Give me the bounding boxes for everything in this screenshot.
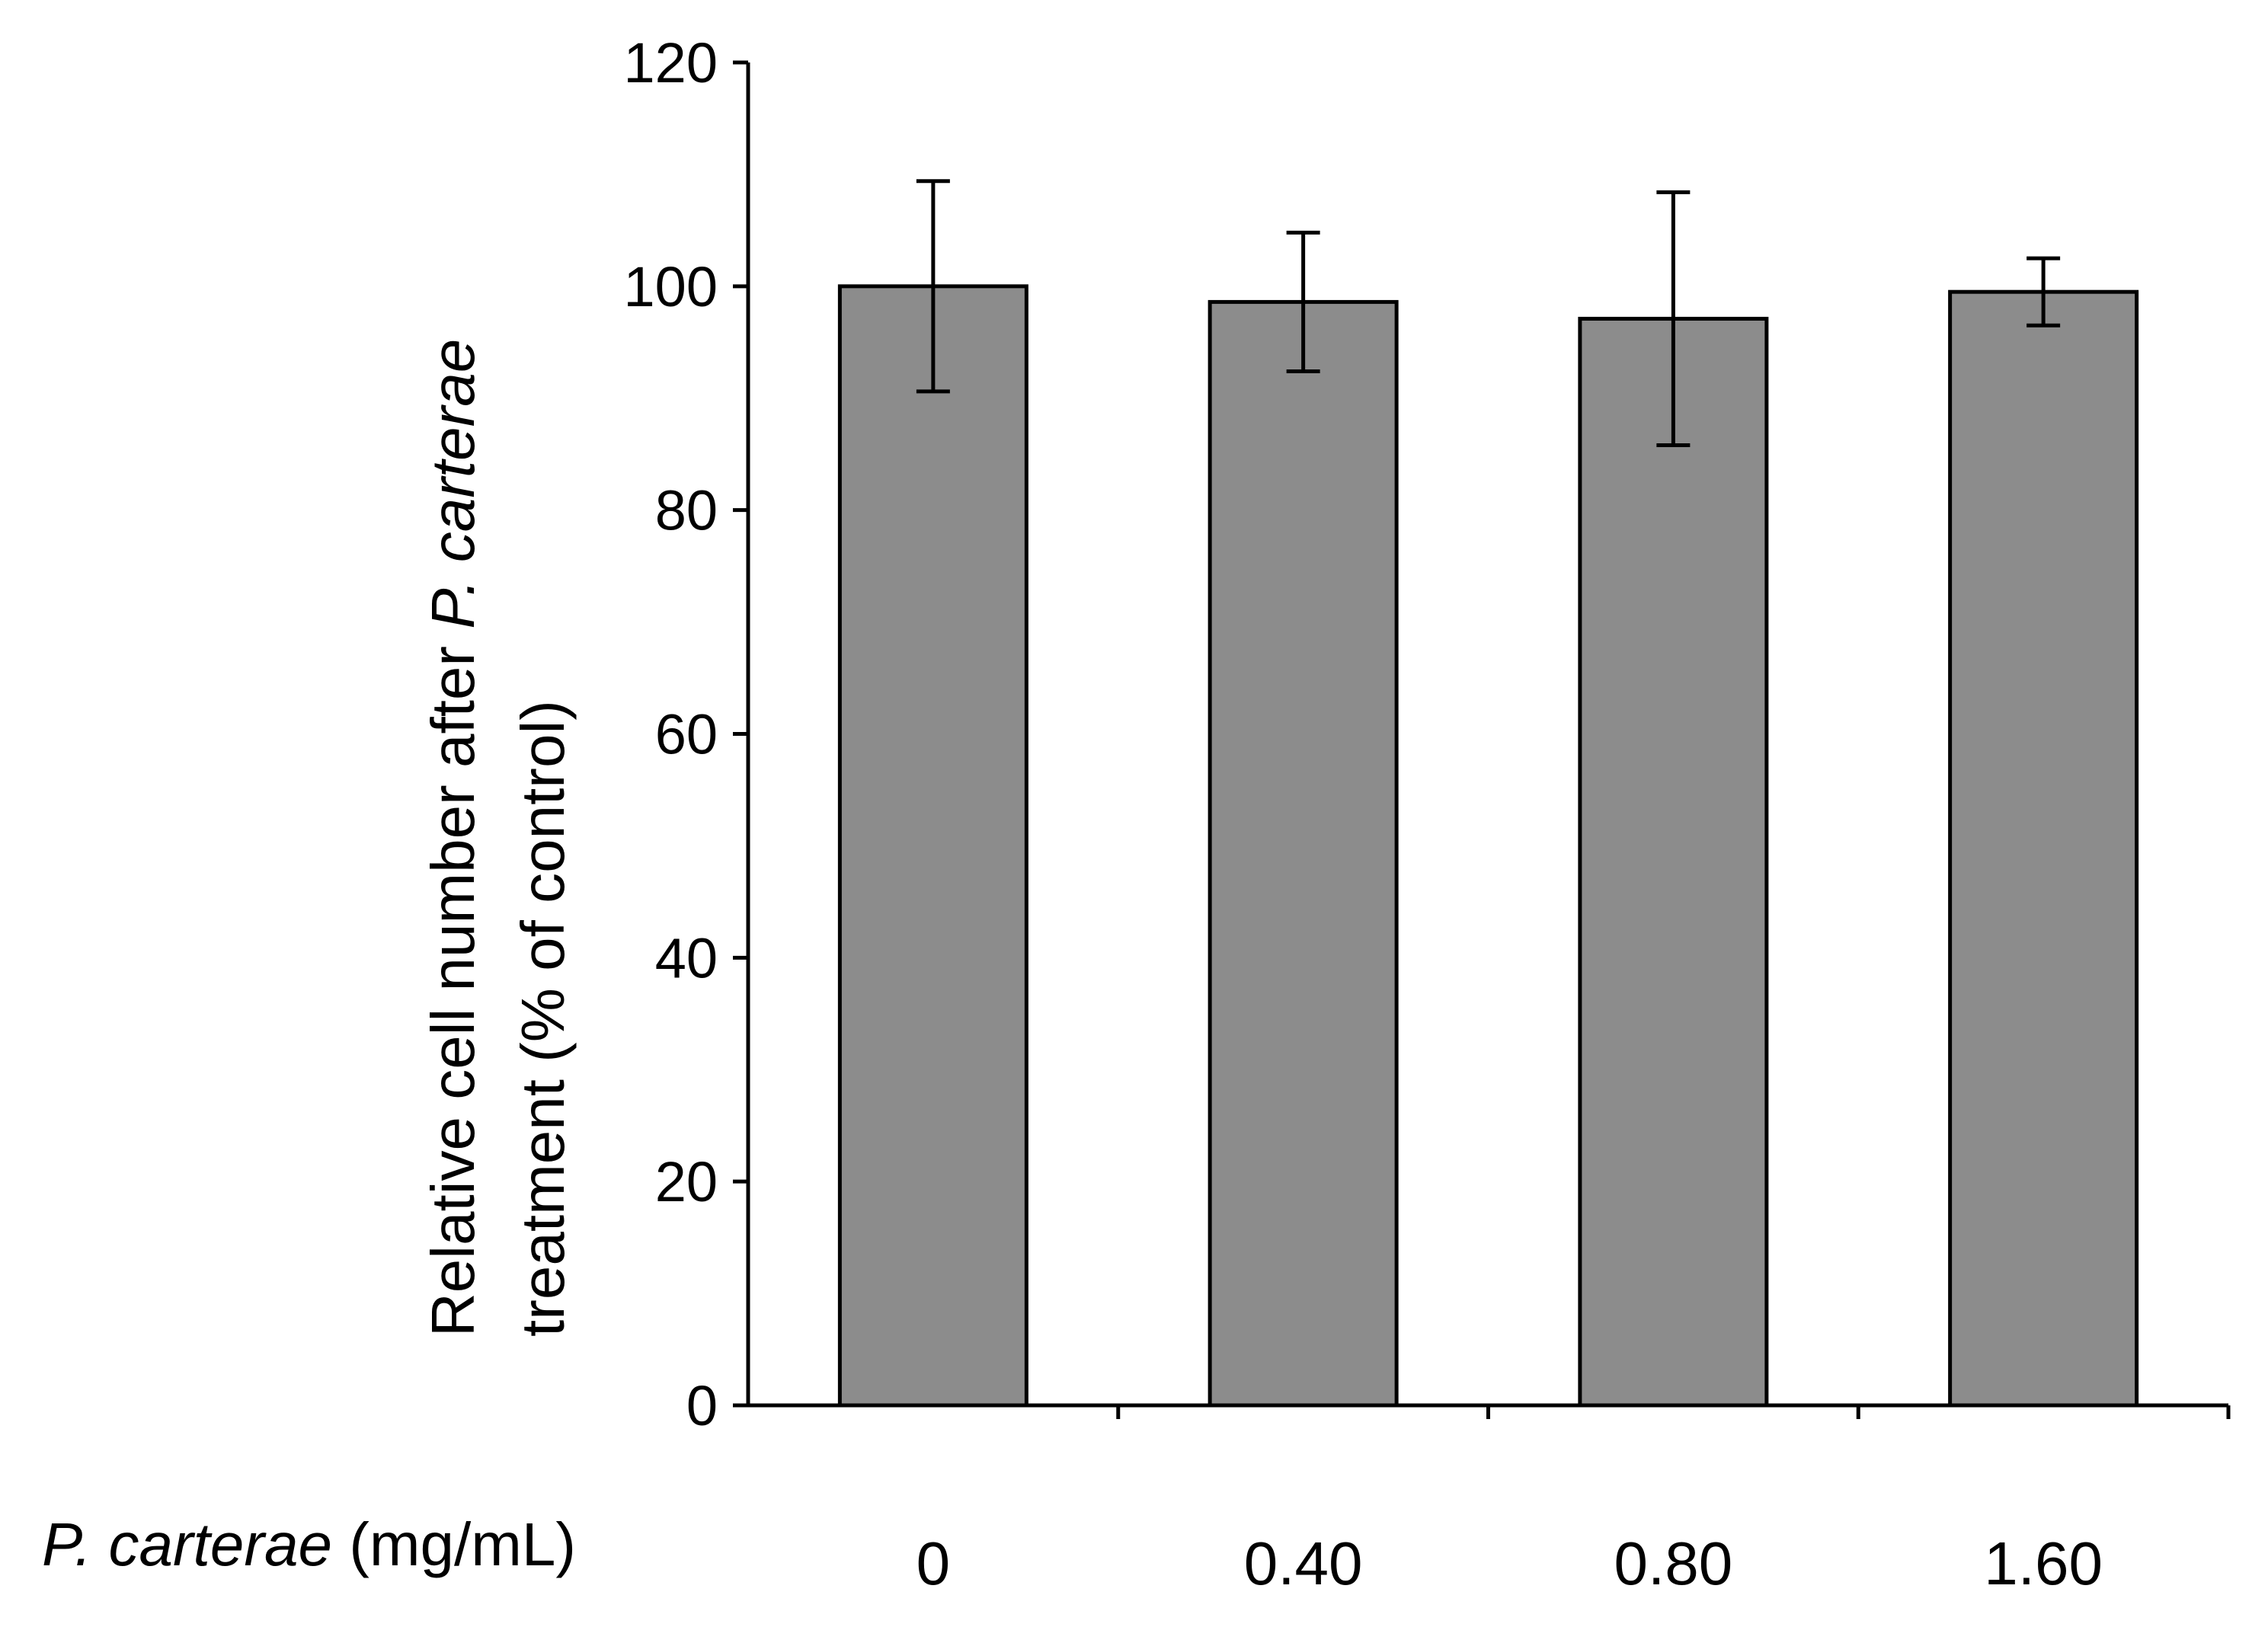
y-axis-title: Relative cell number after P. carterae t… [419, 339, 577, 1337]
x-axis-title-italic: P. carterae [42, 1510, 332, 1578]
x-axis-ticks [1116, 1405, 2231, 1419]
bar [1578, 316, 1769, 1408]
bar [1208, 299, 1399, 1408]
y-axis-title-line-2: treatment (% of control) [509, 700, 577, 1337]
error-bars [916, 179, 2061, 447]
y-axis-title-line-1-plain: Relative cell number after [419, 629, 487, 1337]
y-tick-label: 80 [655, 479, 718, 542]
bar [1948, 289, 2139, 1408]
x-axis-title: P. carterae (mg/mL) [42, 1510, 576, 1578]
error-bar [916, 179, 950, 394]
x-category-label: 1.60 [1984, 1530, 2103, 1597]
y-tick-label: 120 [624, 31, 718, 94]
error-bar [2026, 256, 2061, 328]
y-axis-ticks: 0 20 40 60 80 100 120 [624, 31, 748, 1437]
x-axis-tick-labels: 0 0.40 0.80 1.60 [916, 1530, 2103, 1597]
y-tick-label: 20 [655, 1150, 718, 1213]
y-axis-title-line-1: Relative cell number after P. carterae [419, 339, 487, 1337]
y-tick-label: 100 [624, 255, 718, 318]
y-tick-label: 0 [686, 1374, 718, 1437]
x-category-label: 0.80 [1614, 1530, 1733, 1597]
x-category-label: 0.40 [1244, 1530, 1363, 1597]
y-axis-title-line-1-italic: P. carterae [419, 339, 487, 629]
y-tick-label: 60 [655, 703, 718, 766]
y-tick-label: 40 [655, 926, 718, 989]
error-bar [1286, 230, 1320, 373]
bar [837, 284, 1028, 1408]
error-bar [1656, 190, 1691, 447]
x-axis-title-unit: (mg/mL) [332, 1510, 576, 1578]
x-category-label: 0 [916, 1530, 951, 1597]
bars [837, 284, 2139, 1408]
